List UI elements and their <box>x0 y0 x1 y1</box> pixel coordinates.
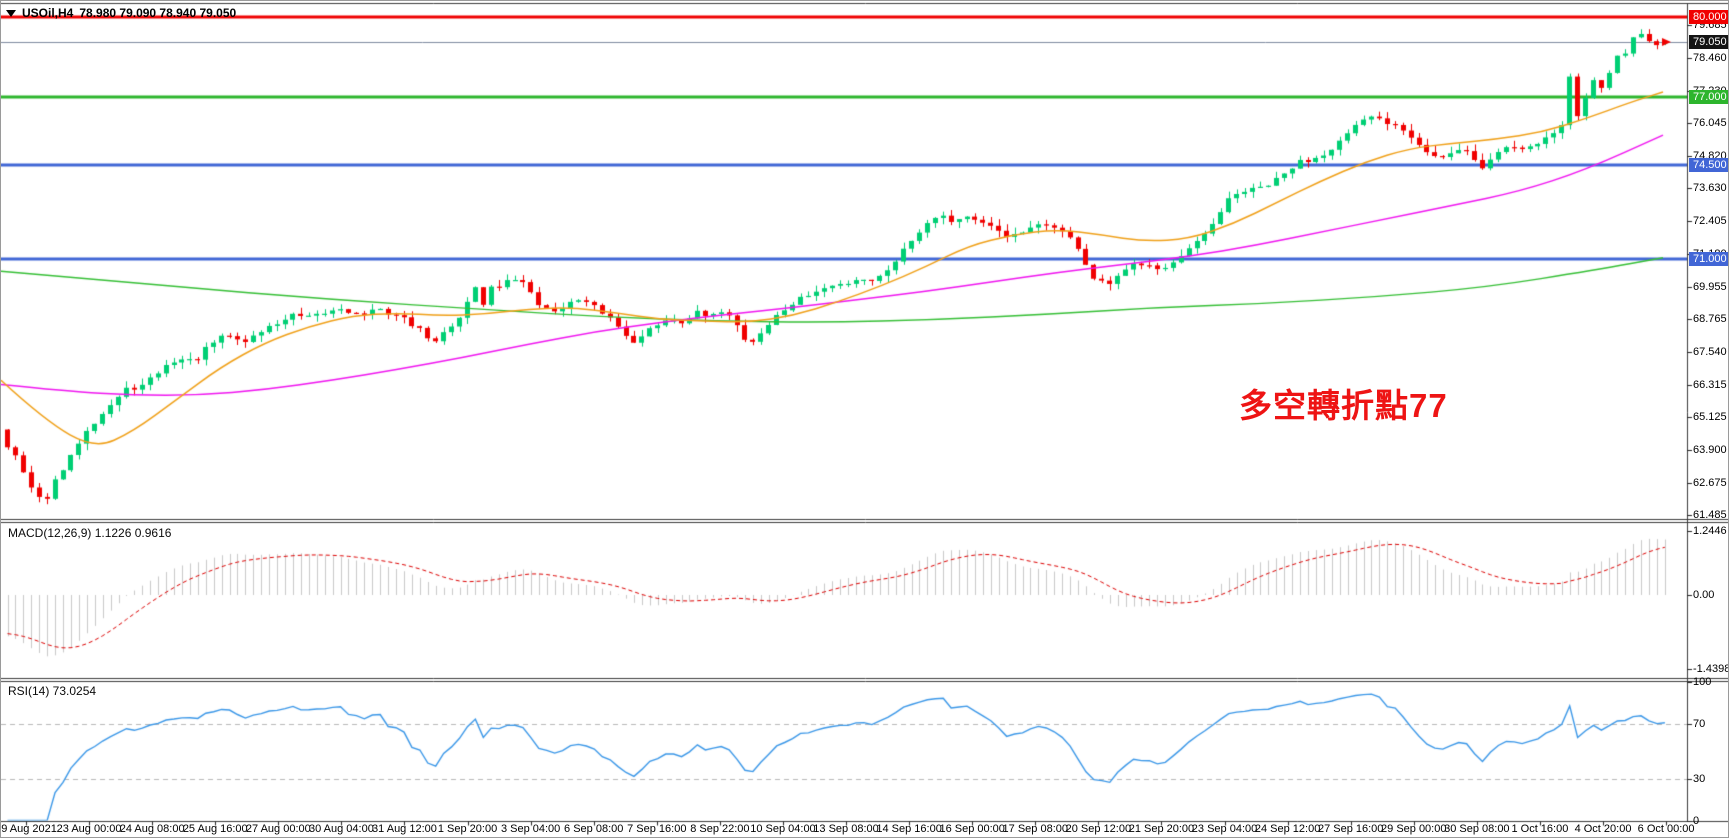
price-tick-label: 65.125 <box>1693 411 1727 424</box>
macd-tick-label: -1.4398 <box>1693 663 1729 676</box>
rsi-tick-label: 70 <box>1693 717 1706 730</box>
date-label: 6 Sep 08:00 <box>564 823 624 835</box>
date-label: 20 Sep 12:00 <box>1065 823 1132 835</box>
price-tick-label: 61.485 <box>1693 509 1727 522</box>
price-tick-label: 73.630 <box>1693 182 1727 195</box>
symbol-title-bar: USOil,H4 78.980 79.090 78.940 79.050 <box>6 6 236 20</box>
date-label: 3 Sep 04:00 <box>500 823 561 835</box>
price-level-badge: 79.050 <box>1689 35 1728 50</box>
date-label: 23 Sep 04:00 <box>1191 823 1258 835</box>
macd-indicator-label: MACD(12,26,9) 1.1226 0.9616 <box>8 526 172 540</box>
date-label: 27 Aug 00:00 <box>245 823 311 835</box>
date-label: 29 Sep 00:00 <box>1381 823 1447 835</box>
date-label: 8 Sep 22:00 <box>690 823 750 835</box>
price-tick-label: 68.765 <box>1693 313 1727 326</box>
macd-tick-label: 1.2446 <box>1693 524 1727 537</box>
price-level-badge: 71.000 <box>1689 252 1728 267</box>
chevron-down-icon[interactable] <box>6 9 16 17</box>
date-label: 10 Sep 04:00 <box>750 823 816 835</box>
rsi-tick-label: 30 <box>1693 772 1706 785</box>
date-label: 30 Sep 08:00 <box>1444 823 1510 835</box>
date-label: 14 Sep 16:00 <box>876 823 942 835</box>
date-label: 6 Oct 00:00 <box>1637 823 1695 835</box>
rsi-indicator-label: RSI(14) 73.0254 <box>8 684 97 698</box>
date-label: 24 Sep 12:00 <box>1254 823 1321 835</box>
symbol-period-label: USOil,H4 <box>22 6 74 20</box>
price-level-badge: 80.000 <box>1689 9 1728 24</box>
price-tick-label: 62.675 <box>1693 477 1727 490</box>
date-label: 7 Sep 16:00 <box>627 823 687 835</box>
date-label: 30 Aug 04:00 <box>308 823 374 835</box>
text-annotation[interactable]: 多空轉折點77 <box>1239 387 1448 424</box>
date-label: 19 Aug 2021 <box>0 823 57 835</box>
date-label: 21 Sep 20:00 <box>1128 823 1195 835</box>
date-label: 27 Sep 16:00 <box>1317 823 1384 835</box>
ohlc-values-label: 78.980 79.090 78.940 79.050 <box>79 6 237 20</box>
price-level-badge: 77.000 <box>1689 90 1728 105</box>
price-level-badge: 74.500 <box>1689 157 1728 172</box>
rsi-tick-label: 0 <box>1693 814 1700 827</box>
date-label: 4 Oct 20:00 <box>1574 823 1632 835</box>
price-tick-label: 66.315 <box>1693 379 1727 392</box>
date-label: 17 Sep 08:00 <box>1002 823 1068 835</box>
rsi-tick-label: 100 <box>1693 676 1712 688</box>
price-tick-label: 72.405 <box>1693 215 1727 228</box>
price-tick-label: 76.045 <box>1693 117 1727 130</box>
date-label: 1 Sep 20:00 <box>437 823 498 835</box>
macd-tick-label: 0.00 <box>1693 589 1715 601</box>
date-label: 24 Aug 08:00 <box>119 823 185 835</box>
date-label: 16 Sep 00:00 <box>939 823 1005 835</box>
date-label: 25 Aug 16:00 <box>182 823 248 835</box>
date-label: 23 Aug 00:00 <box>56 823 122 835</box>
price-tick-label: 67.540 <box>1693 346 1727 359</box>
date-label: 31 Aug 12:00 <box>372 823 437 835</box>
price-tick-label: 63.900 <box>1693 444 1727 457</box>
price-tick-label: 69.955 <box>1693 281 1727 294</box>
price-tick-label: 78.460 <box>1693 52 1727 64</box>
date-label: 1 Oct 16:00 <box>1511 823 1569 835</box>
date-label: 13 Sep 08:00 <box>813 823 879 835</box>
